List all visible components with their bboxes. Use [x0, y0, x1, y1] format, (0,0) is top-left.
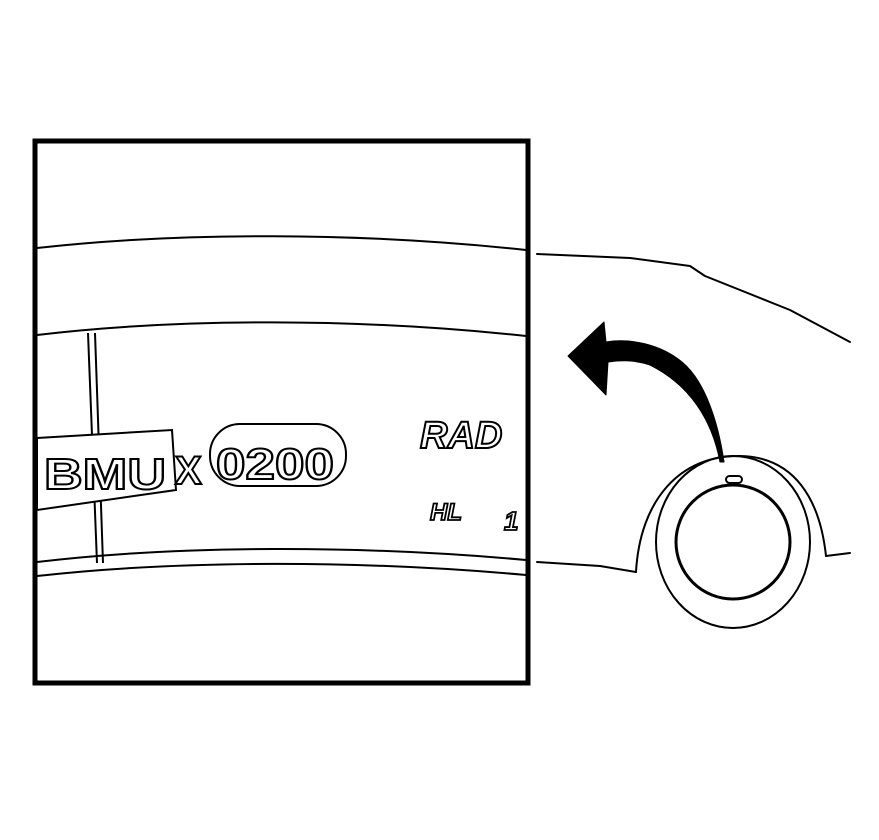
sidewall-curve-1 — [37, 235, 526, 251]
code-separator-text: X — [175, 449, 202, 493]
code-prefix-band — [37, 428, 178, 512]
vehicle-outline — [536, 253, 851, 573]
sidewall-curve-2 — [37, 321, 526, 337]
wheel-arch — [635, 454, 827, 573]
curved-arrow-icon — [567, 321, 725, 463]
vehicle-lower-line-rear — [825, 552, 851, 557]
tire-outer — [655, 455, 811, 629]
code-number-badge — [209, 423, 347, 487]
load-label-text: HL — [430, 499, 462, 526]
sidewall-curve-4 — [37, 562, 526, 577]
wheel — [655, 455, 811, 629]
vehicle-roof-line — [536, 253, 851, 343]
code-number-text: 0200 — [216, 440, 334, 489]
detail-inset: BMU X 0200 RAD HL 1 — [32, 138, 531, 686]
load-digit-text: 1 — [504, 506, 518, 536]
vehicle-lower-line-front — [536, 561, 637, 573]
wheel-rim — [674, 483, 792, 601]
inset-frame — [32, 138, 531, 686]
radial-label-text: RAD — [420, 415, 502, 457]
code-prefix-text: BMU — [44, 450, 166, 499]
sidewall-marker-icon — [725, 475, 743, 484]
sidewall-curve-3 — [37, 547, 526, 563]
